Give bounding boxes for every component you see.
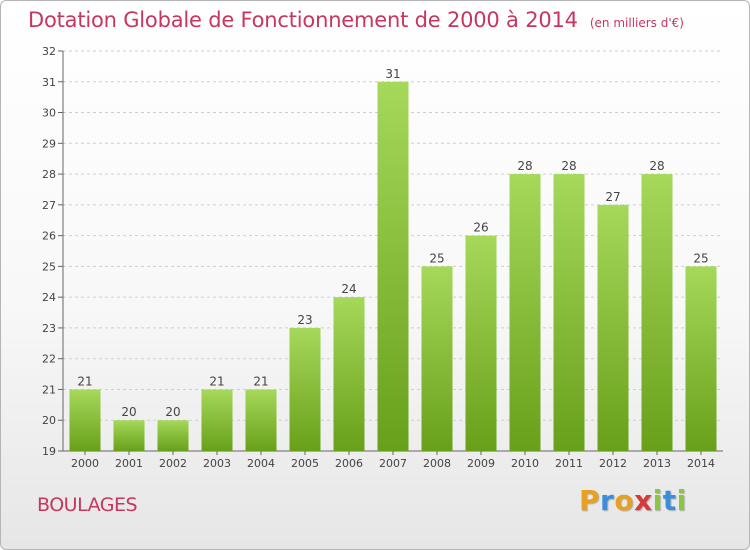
- bar-2003: [201, 389, 233, 451]
- axes: 19 20 21 22 23 24 25 26 27 28 29 30 31 32: [42, 45, 723, 458]
- x-tick-label-2011: 2011: [555, 457, 583, 470]
- value-label-2005: 23: [297, 313, 312, 327]
- y-tick-label: 26: [42, 230, 56, 243]
- y-tick-label: 28: [42, 168, 56, 181]
- brand-logo: Proxiti: [579, 484, 687, 517]
- value-label-2002: 20: [165, 405, 180, 419]
- x-tick-label-2008: 2008: [423, 457, 451, 470]
- y-tick-label: 32: [42, 45, 56, 58]
- brand-letter: P: [579, 484, 601, 517]
- bar-2009: [465, 235, 497, 451]
- x-tick-label-2002: 2002: [159, 457, 187, 470]
- place-name: BOULAGES: [37, 494, 138, 516]
- value-label-2010: 28: [517, 159, 532, 173]
- bar-2014: [685, 266, 717, 451]
- y-tick-label: 25: [42, 260, 56, 273]
- x-tick-label-2010: 2010: [511, 457, 539, 470]
- bar-2012: [597, 204, 629, 451]
- brand-letter: i: [676, 484, 687, 517]
- value-label-2009: 26: [473, 221, 488, 235]
- chart-subtitle: (en milliers d'€): [589, 16, 684, 30]
- x-tick-label-2005: 2005: [291, 457, 319, 470]
- x-tick-label-2007: 2007: [379, 457, 407, 470]
- y-tick-label: 22: [42, 353, 56, 366]
- value-label-2014: 25: [693, 251, 708, 265]
- value-label-2004: 21: [253, 374, 268, 388]
- bar-2011: [553, 174, 585, 452]
- x-tick-label-2006: 2006: [335, 457, 363, 470]
- y-tick-label: 19: [42, 445, 56, 458]
- y-tick-label: 31: [42, 76, 56, 89]
- value-label-2012: 27: [605, 190, 620, 204]
- y-tick-label: 23: [42, 322, 56, 335]
- bar-2004: [245, 389, 277, 451]
- bar-2013: [641, 174, 673, 452]
- y-tick-label: 21: [42, 383, 56, 396]
- bar-2008: [421, 266, 453, 451]
- value-label-2007: 31: [385, 67, 400, 81]
- bar-2001: [113, 420, 145, 451]
- x-tick-label-2009: 2009: [467, 457, 495, 470]
- x-tick-label-2000: 2000: [71, 457, 99, 470]
- bar-2010: [509, 174, 541, 452]
- value-label-2000: 21: [77, 374, 92, 388]
- y-tick-label: 30: [42, 107, 56, 120]
- value-label-2011: 28: [561, 159, 576, 173]
- x-tick-label-2014: 2014: [687, 457, 715, 470]
- value-label-2001: 20: [121, 405, 136, 419]
- y-tick-label: 20: [42, 414, 56, 427]
- bar-2000: [69, 389, 101, 451]
- chart-title: Dotation Globale de Fonctionnement de 20…: [28, 8, 684, 32]
- x-tick-label-2012: 2012: [599, 457, 627, 470]
- x-tick-label-2004: 2004: [247, 457, 275, 470]
- x-tick-label-2003: 2003: [203, 457, 231, 470]
- x-tick-label-2013: 2013: [643, 457, 671, 470]
- bar-2007: [377, 81, 409, 452]
- bar-2002: [157, 420, 189, 451]
- brand-letter: t: [662, 484, 677, 517]
- bar-2006: [333, 297, 365, 451]
- value-label-2013: 28: [649, 159, 664, 173]
- bars: [69, 81, 717, 452]
- y-tick-label: 27: [42, 199, 56, 212]
- y-tick-label: 29: [42, 137, 56, 150]
- brand-letter: o: [614, 484, 635, 517]
- brand-letter: x: [634, 484, 653, 517]
- brand-letter: r: [600, 484, 615, 517]
- chart-title-text: Dotation Globale de Fonctionnement de 20…: [28, 8, 578, 32]
- bar-2005: [289, 327, 321, 451]
- y-tick-label: 24: [42, 291, 56, 304]
- value-label-2003: 21: [209, 374, 224, 388]
- labels: 21 2000 20 2001 20 2002 21 2003 21 2004 23 2005 24 20…: [71, 67, 715, 470]
- value-label-2008: 25: [429, 251, 444, 265]
- brand-letter: i: [652, 484, 663, 517]
- value-label-2006: 24: [341, 282, 356, 296]
- x-tick-label-2001: 2001: [115, 457, 143, 470]
